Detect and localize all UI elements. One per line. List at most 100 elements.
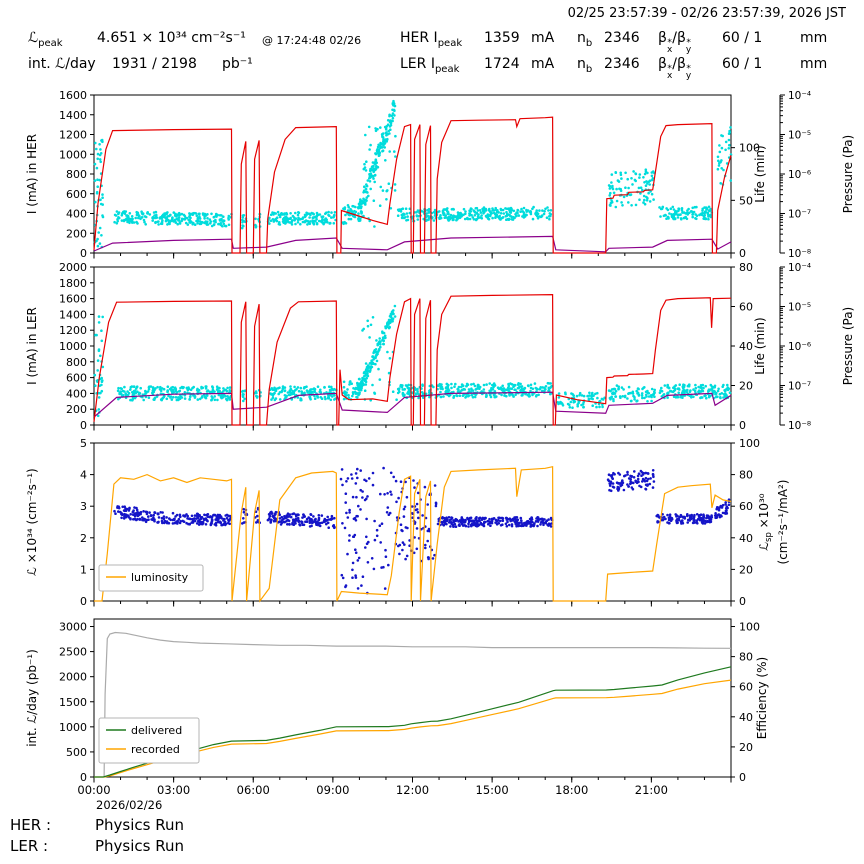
nb-sub: b xyxy=(585,37,593,49)
beta-label-ler: β * x/β * y xyxy=(658,56,692,81)
nb-base-ler: n xyxy=(577,56,586,72)
lumi-left-axis: 0 1 2 3 4 5 ℒ ×10³⁴ (cm⁻²s⁻¹) xyxy=(25,437,94,608)
her-ipeak-value: 1359 xyxy=(484,30,520,46)
svg-text:0: 0 xyxy=(80,595,87,608)
svg-text:800: 800 xyxy=(66,356,87,369)
lumi-right-axis: 0 20 40 60 80 100 ℒsp ×10³⁰ (cm⁻²s⁻¹/mA²) xyxy=(731,437,790,608)
svg-text:0: 0 xyxy=(739,771,746,784)
her-ipeak-label: HER Ipeak xyxy=(400,30,462,49)
svg-text:1200: 1200 xyxy=(59,324,87,337)
svg-text:40: 40 xyxy=(739,711,753,724)
svg-text:80: 80 xyxy=(739,261,753,274)
beta-supsub-x: * x xyxy=(666,38,673,55)
svg-text:1200: 1200 xyxy=(59,129,87,142)
integrated-x-ticks xyxy=(93,777,732,783)
x-tick-label: 18:00 xyxy=(555,783,588,797)
specific-luminosity-scatter xyxy=(113,466,731,595)
ler-right-axis: 0 20 40 60 80 Life (min) xyxy=(731,261,767,432)
svg-text:80: 80 xyxy=(739,651,753,664)
svg-text:20: 20 xyxy=(739,741,753,754)
x-tick-label: 00:00 xyxy=(77,783,110,797)
her-ipeak-unit: mA xyxy=(531,30,555,46)
lumi-left-axis-label: ℒ ×10³⁴ (cm⁻²s⁻¹) xyxy=(25,468,39,575)
svg-text:500: 500 xyxy=(66,746,87,759)
svg-text:0: 0 xyxy=(739,595,746,608)
svg-text:0: 0 xyxy=(739,247,746,260)
svg-text:2000: 2000 xyxy=(59,261,87,274)
beta-base-ler: β xyxy=(658,56,667,72)
her-lifetime-scatter xyxy=(93,99,733,249)
svg-text:0: 0 xyxy=(80,771,87,784)
svg-text:0: 0 xyxy=(80,419,87,432)
her-pressure-axis-label: Pressure (Pa) xyxy=(841,135,855,213)
svg-text:0: 0 xyxy=(80,247,87,260)
ler-current-line xyxy=(93,293,732,426)
svg-text:20: 20 xyxy=(739,380,753,393)
integrated-left-axis-label: int. ℒ/day (pb⁻¹) xyxy=(25,649,39,747)
svg-text:100: 100 xyxy=(739,621,760,634)
ler-x-ticks xyxy=(93,425,732,431)
svg-text:1000: 1000 xyxy=(59,721,87,734)
beta-slash-ler: / xyxy=(672,56,677,72)
lumi-panel: 0 1 2 3 4 5 ℒ ×10³⁴ (cm⁻²s⁻¹) 0 20 40 60 80 100 ℒsp ×… xyxy=(25,437,790,608)
svg-text:1000: 1000 xyxy=(59,148,87,161)
beta-supsub-x-ler: * x xyxy=(666,64,673,81)
her-pressure-line xyxy=(93,235,732,253)
svg-text:40: 40 xyxy=(739,340,753,353)
svg-text:1000: 1000 xyxy=(59,340,87,353)
beta-label-her: β * x/β * y xyxy=(658,30,692,55)
svg-text:1600: 1600 xyxy=(59,293,87,306)
her-right-axis-label: Life (min) xyxy=(753,145,767,202)
her-ipeak-subscript: peak xyxy=(437,37,463,49)
her-ipeak-base: HER I xyxy=(400,30,438,46)
lpeak-label: ℒpeak xyxy=(28,30,63,49)
beta-unit-ler: mm xyxy=(800,56,828,72)
beta-base2-ler: β xyxy=(676,56,686,72)
svg-text:600: 600 xyxy=(66,372,87,385)
beta-base: β xyxy=(658,30,667,46)
svg-text:100: 100 xyxy=(739,437,760,450)
intl-value: 1931 / 2198 xyxy=(112,56,197,72)
lumi-right-axis-label-0: ℒsp ×10³⁰ xyxy=(757,493,774,550)
svg-text:10⁻⁶: 10⁻⁶ xyxy=(788,169,811,181)
her-mode-value: Physics Run xyxy=(95,816,185,834)
lpeak-subscript: peak xyxy=(38,37,63,49)
svg-text:2000: 2000 xyxy=(59,671,87,684)
svg-text:1400: 1400 xyxy=(59,109,87,122)
x-tick-label: 21:00 xyxy=(635,783,668,797)
beta-supsub-y-ler: * y xyxy=(685,64,692,81)
integrated-right-axis: 0 20 40 60 80 100 Efficiency (%) xyxy=(731,621,769,784)
svg-text:10⁻⁷: 10⁻⁷ xyxy=(788,209,811,221)
her-current-line xyxy=(93,116,732,254)
ler-left-axis: 0 200 400 600 800 1000 1200 1400 1600 1800 2000 I (… xyxy=(25,261,94,432)
her-mode-label: HER : xyxy=(10,816,52,834)
svg-text:10⁻⁸: 10⁻⁸ xyxy=(788,420,811,432)
integrated-legend-item-1: recorded xyxy=(131,743,180,756)
beta-slash: / xyxy=(672,30,677,46)
lumi-legend-item-0: luminosity xyxy=(131,571,189,584)
ler-ipeak-label: LER Ipeak xyxy=(400,56,459,75)
ler-right-axis-label: Life (min) xyxy=(753,317,767,374)
integrated-legend-item-0: delivered xyxy=(131,724,182,737)
svg-text:3000: 3000 xyxy=(59,621,87,634)
beta-supsub-y: * y xyxy=(685,38,692,55)
ler-mode-value: Physics Run xyxy=(95,837,185,855)
beta-base2: β xyxy=(676,30,686,46)
x-axis-labels: 00:00 03:00 06:00 09:00 12:00 15:00 18:00 21:00… xyxy=(77,783,668,812)
efficiency-line xyxy=(103,631,732,778)
her-left-axis: 0 200 400 600 800 1000 1200 1400 1600 I (mA) in H… xyxy=(25,89,94,260)
x-axis-date-label: 2026/02/26 xyxy=(96,798,162,812)
svg-text:100: 100 xyxy=(739,142,760,155)
svg-text:60: 60 xyxy=(739,301,753,314)
svg-text:0: 0 xyxy=(739,419,746,432)
date-range-label: 02/25 23:57:39 - 02/26 23:57:39, 2026 JS… xyxy=(567,6,846,21)
svg-text:60: 60 xyxy=(739,500,753,513)
svg-text:4: 4 xyxy=(80,469,87,482)
svg-text:5: 5 xyxy=(80,437,87,450)
beta-value-her: 60 / 1 xyxy=(722,30,763,46)
nb-base: n xyxy=(577,30,586,46)
svg-text:1500: 1500 xyxy=(59,696,87,709)
